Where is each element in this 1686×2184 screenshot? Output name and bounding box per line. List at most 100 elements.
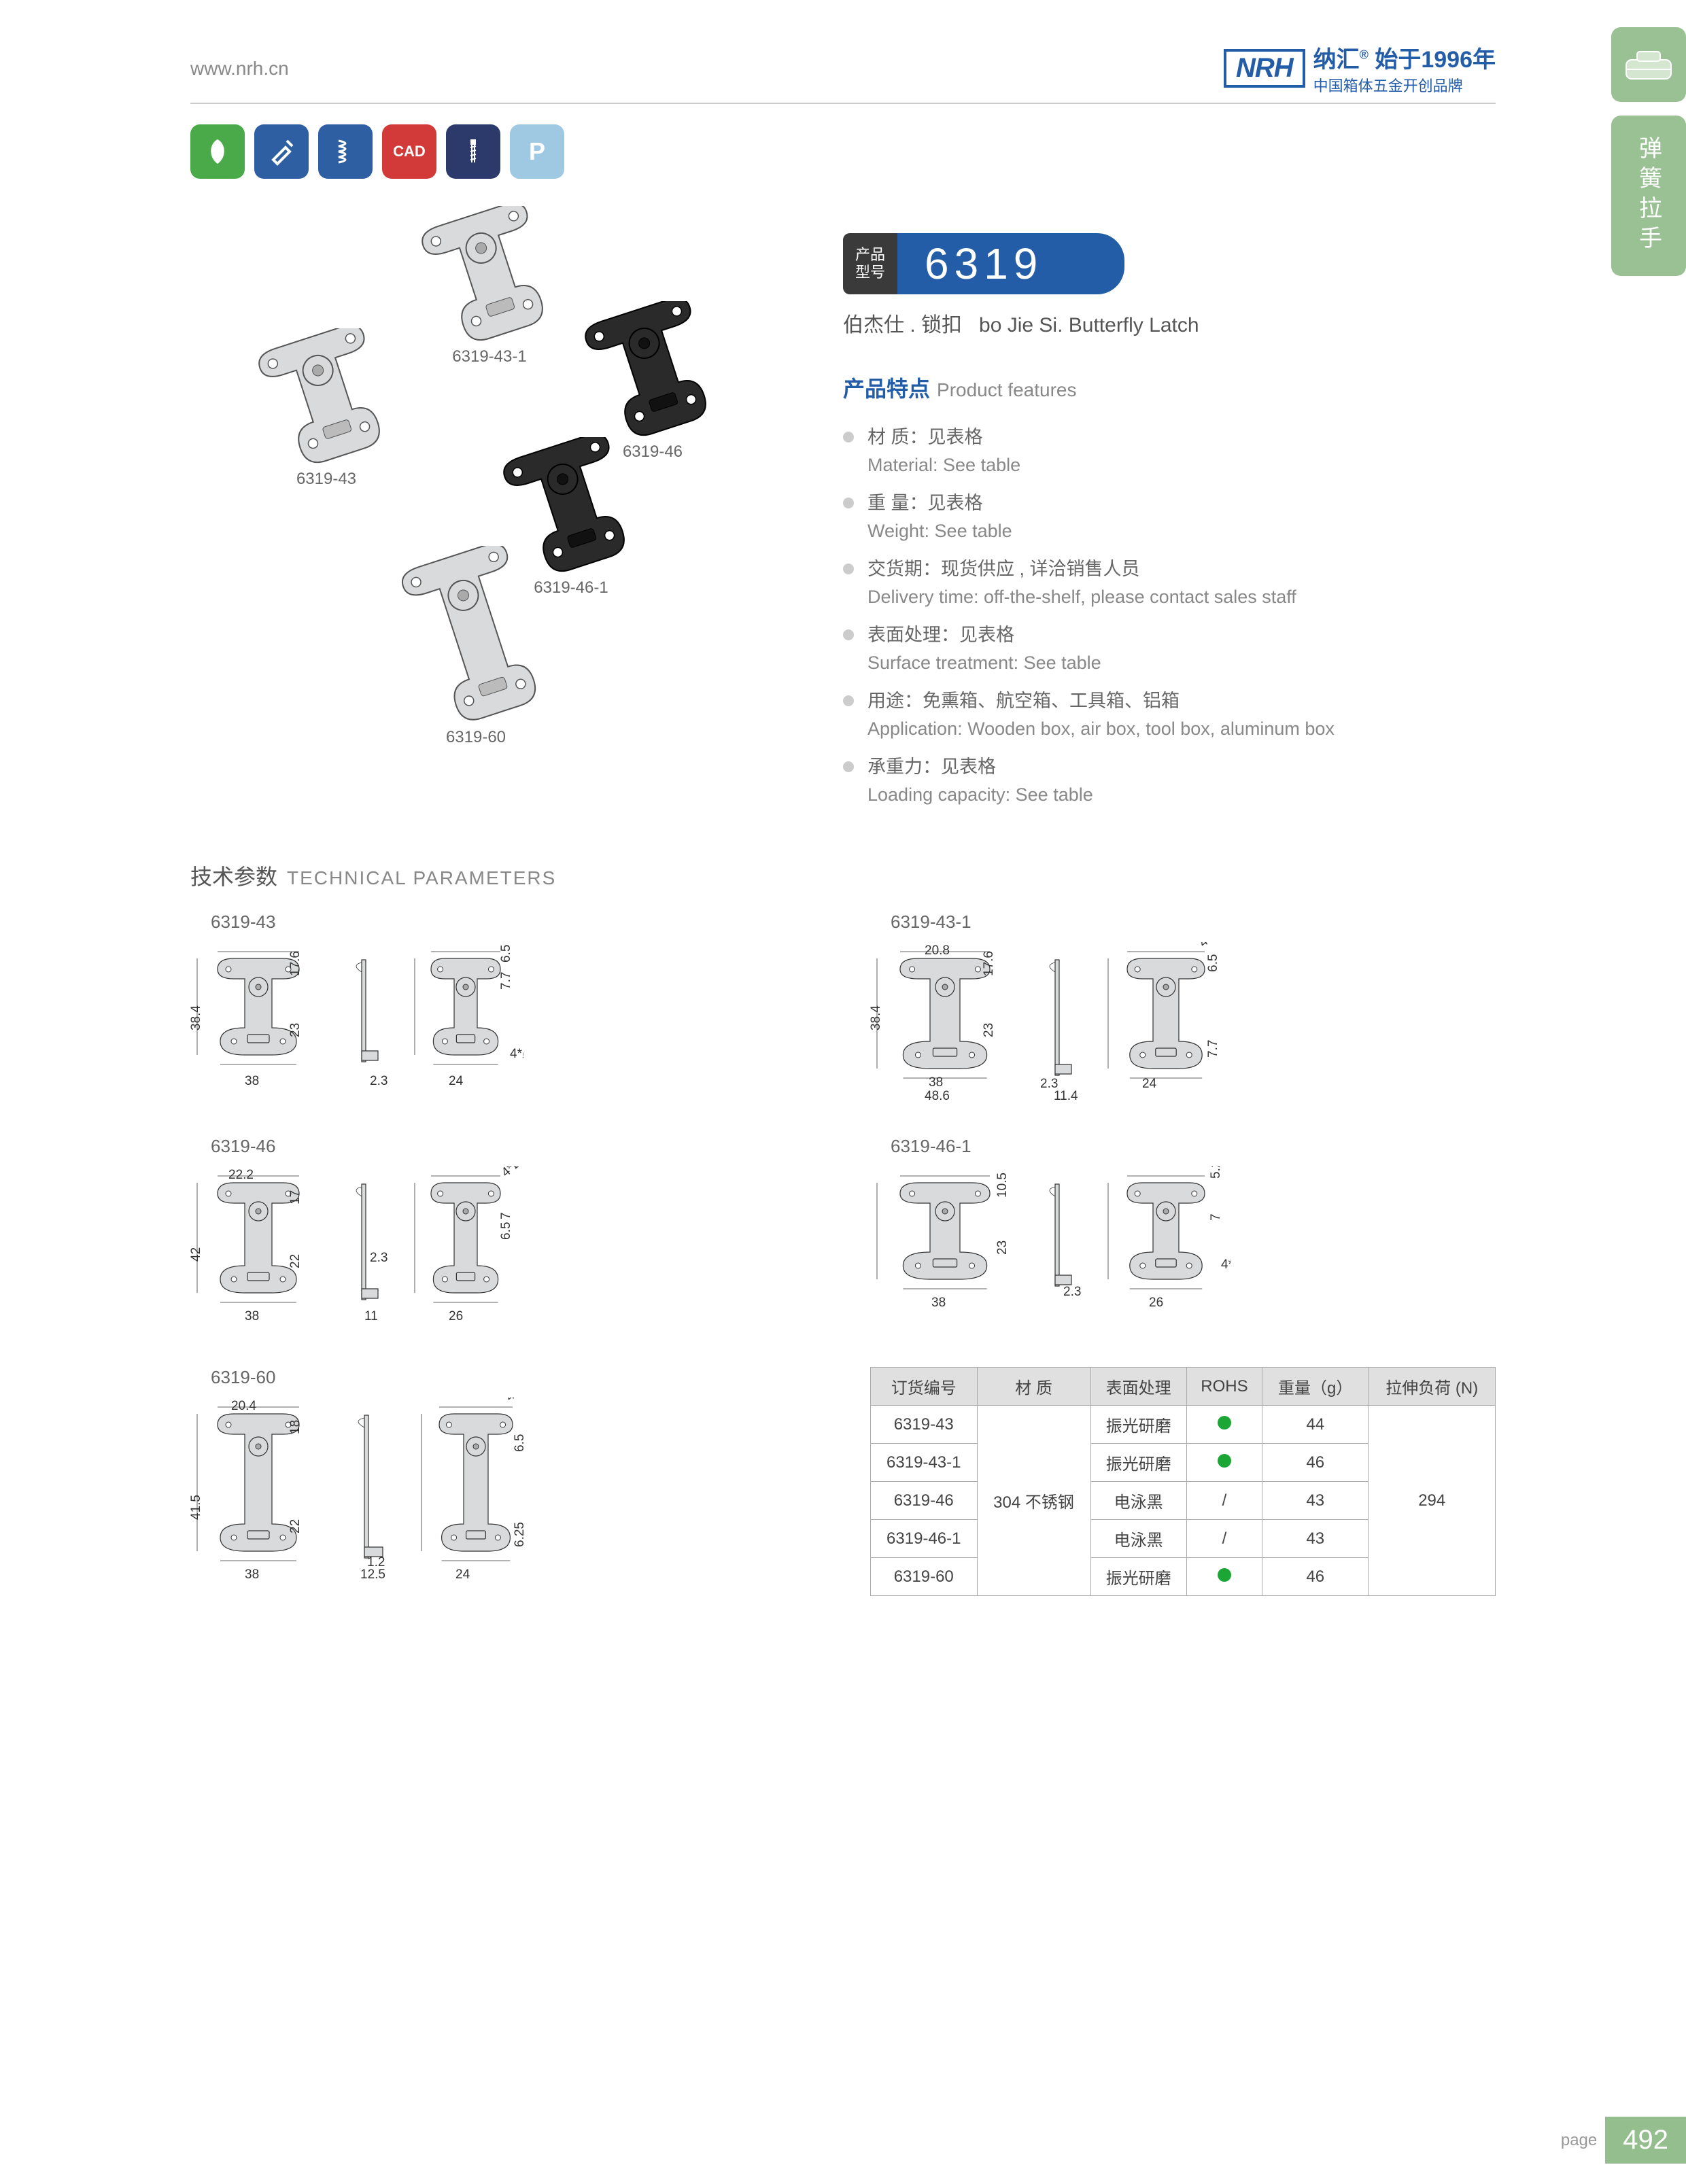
svg-text:12.1: 12.1 [1054, 1166, 1079, 1170]
logo-sub: 中国箱体五金开创品牌 [1313, 74, 1496, 96]
drawing-6319-43-1: 6319-43-1 36.520.85643.238.417.6233848.6… [870, 912, 1496, 1109]
features-title: 产品特点Product features [843, 372, 1496, 403]
drawing-view: 36.520.4756241.5182238 [190, 1398, 326, 1591]
svg-text:19: 19 [408, 1030, 409, 1044]
svg-text:2.3: 2.3 [370, 1251, 388, 1265]
svg-text:26: 26 [1149, 1296, 1163, 1310]
drawing-label: 6319-60 [211, 1367, 802, 1388]
svg-text:48.6: 48.6 [925, 1089, 950, 1103]
render-label: 6319-43 [245, 470, 408, 489]
svg-text:7.7: 7.7 [1206, 1040, 1220, 1058]
svg-text:6.5: 6.5 [513, 1434, 527, 1452]
model-tag: 产品型号 [843, 233, 897, 294]
svg-text:12.5: 12.5 [360, 1567, 385, 1582]
tech-title: 技术参数TECHNICAL PARAMETERS [190, 860, 1496, 891]
svg-text:2.3: 2.3 [370, 1074, 388, 1088]
feature-icon-tools [254, 124, 309, 179]
feature-icon-P: P [510, 124, 564, 179]
svg-text:5.25: 5.25 [1209, 1166, 1223, 1179]
table-row: 6319-43304 不锈钢振光研磨44294 [871, 1406, 1496, 1444]
render-6319-43-1: 6319-43-1 [408, 206, 571, 366]
svg-text:20.8: 20.8 [925, 943, 950, 958]
svg-text:10.2: 10.2 [364, 942, 390, 946]
svg-text:4*ø3.1: 4*ø3.1 [503, 1398, 537, 1404]
drawing-label: 6319-43 [211, 912, 816, 933]
page-label: page [1561, 2131, 1597, 2150]
svg-text:6.5: 6.5 [499, 945, 513, 963]
drawing-view: 24 6.5 25.4 7.7 19 4*ø3.4 24 [408, 942, 523, 1095]
drawing-label: 6319-46-1 [891, 1136, 1496, 1157]
svg-text:24: 24 [1142, 1077, 1157, 1091]
feature-item: 重 量：见表格Weight: See table [843, 489, 1496, 544]
render-label: 6319-60 [394, 728, 557, 747]
drawing-view: 1 12.1 2.3 [1033, 1166, 1088, 1319]
render-6319-43: 6319-43 [245, 328, 408, 489]
svg-text:44: 44 [931, 1166, 946, 1170]
svg-text:20.4: 20.4 [231, 1399, 256, 1413]
drawing-view: 23.44*ø3.142.76.519.56.2524 [415, 1398, 537, 1591]
svg-text:2.3: 2.3 [1063, 1285, 1081, 1299]
page-number: 492 [1605, 2117, 1686, 2164]
logo: NRH 纳汇® 始于1996年 中国箱体五金开创品牌 [1224, 41, 1496, 96]
svg-text:25.4: 25.4 [408, 971, 409, 996]
logo-mark: NRH [1224, 49, 1305, 88]
product-info: 产品型号 6319 伯杰仕 . 锁扣 bo Jie Si. Butterfly … [843, 206, 1496, 819]
feature-item: 表面处理：见表格Surface treatment: See table [843, 621, 1496, 676]
table-header: 表面处理 [1090, 1368, 1186, 1406]
page-header: www.nrh.cn NRH 纳汇® 始于1996年 中国箱体五金开创品牌 [190, 27, 1496, 104]
svg-text:24: 24 [1142, 942, 1157, 946]
features-list: 材 质：见表格Material: See table 重 量：见表格Weight:… [843, 423, 1496, 808]
drawing-view: 244*ø3.46.525.4197.724 [1101, 942, 1231, 1109]
svg-text:28: 28 [408, 1207, 409, 1221]
svg-text:24: 24 [449, 1074, 464, 1088]
drawing-view: 1.31.212.5 [340, 1398, 401, 1591]
drawing-label: 6319-46 [211, 1136, 816, 1157]
svg-text:15.7: 15.7 [1101, 1192, 1102, 1217]
svg-text:22: 22 [288, 1254, 303, 1268]
drawings-grid: 6319-43 36.55643.238.417.62338 1.210.22.… [190, 912, 1496, 1333]
render-6319-60: 6319-60 [394, 546, 557, 747]
svg-text:7.7: 7.7 [499, 972, 513, 990]
svg-text:1: 1 [1036, 1166, 1044, 1170]
spec-table: 订货编号材 质表面处理ROHS重量（g）拉伸负荷 (N)6319-43304 不… [870, 1367, 1496, 1596]
feature-item: 用途：免熏箱、航空箱、工具箱、铝箱Application: Wooden box… [843, 687, 1496, 742]
svg-text:4*ø3.4: 4*ø3.4 [510, 1047, 523, 1061]
feature-item: 交货期：现货供应 , 详洽销售人员Delivery time: off-the-… [843, 555, 1496, 610]
svg-text:24: 24 [455, 1567, 470, 1582]
product-renders: 6319-43-1 6319-43 6319-46 [190, 206, 802, 736]
svg-text:7: 7 [499, 1212, 513, 1219]
svg-text:23.4: 23.4 [451, 1398, 477, 1401]
svg-text:11: 11 [364, 1309, 378, 1323]
feature-icon-screw [446, 124, 500, 179]
drawing-6319-46-1: 6319-46-1 44474210.52338 112.12.3 [870, 1136, 1496, 1333]
feature-item: 材 质：见表格Material: See table [843, 423, 1496, 479]
svg-text:38: 38 [929, 1075, 943, 1090]
svg-text:34: 34 [1149, 1166, 1164, 1170]
svg-text:24: 24 [449, 942, 464, 946]
svg-text:18: 18 [288, 1420, 303, 1434]
drawing-view: 36.55643.238.417.62338 [190, 942, 326, 1095]
feature-icon-cad: CAD [382, 124, 436, 179]
svg-text:26: 26 [449, 1309, 463, 1323]
svg-text:19: 19 [1101, 1030, 1102, 1044]
model-number: 6319 [897, 233, 1124, 294]
svg-text:6.5: 6.5 [1206, 954, 1220, 972]
svg-text:38.4: 38.4 [190, 1005, 203, 1030]
drawing-6319-46: 6319-46 3722.259.54742172238 12.311 [190, 1136, 816, 1333]
svg-text:25.4: 25.4 [1101, 971, 1102, 996]
svg-text:4*ø4: 4*ø4 [1221, 1258, 1231, 1272]
drawing-label: 6319-43-1 [891, 912, 1496, 933]
svg-text:22.2: 22.2 [228, 1168, 254, 1182]
drawing-view: 244*ø42876.51926 [408, 1166, 523, 1333]
svg-text:19: 19 [1101, 1250, 1102, 1264]
svg-text:4*ø4: 4*ø4 [499, 1166, 523, 1180]
svg-text:38: 38 [245, 1567, 259, 1582]
table-header: ROHS [1186, 1368, 1262, 1406]
svg-text:17.6: 17.6 [982, 951, 996, 976]
svg-text:23: 23 [288, 1023, 303, 1037]
feature-icon-leaf [190, 124, 245, 179]
drawing-view: 12.311 [340, 1166, 394, 1333]
logo-cn: 纳汇® 始于1996年 [1313, 41, 1496, 74]
table-header: 订货编号 [871, 1368, 978, 1406]
page-footer: page 492 [1561, 2117, 1686, 2164]
